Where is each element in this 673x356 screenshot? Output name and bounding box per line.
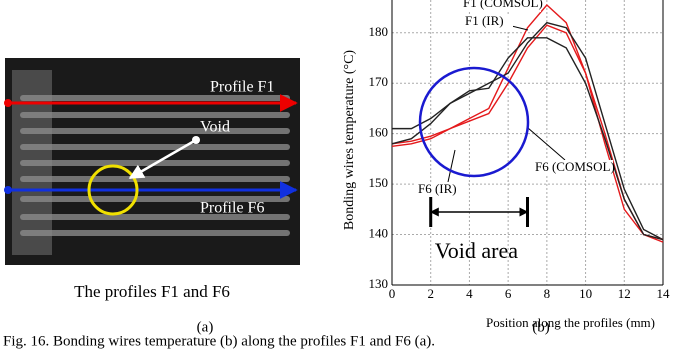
x-tick-label: 14: [657, 286, 671, 301]
x-tick-label: 2: [427, 286, 434, 301]
y-tick-label: 160: [369, 125, 389, 140]
x-tick-label: 6: [505, 286, 512, 301]
x-tick-label: 0: [389, 286, 396, 301]
series-line: [391, 37, 664, 241]
series-label: F1 (COMSOL): [463, 0, 543, 10]
panel-tag: (b): [532, 319, 550, 335]
leader-line: [527, 127, 566, 161]
void-label: Void area: [435, 238, 519, 263]
y-tick-label: 170: [369, 74, 389, 89]
label-bg: [533, 160, 613, 176]
panel-tag: (a): [197, 319, 214, 335]
y-tick-label: 180: [369, 24, 389, 39]
label-bg: [416, 182, 466, 198]
series-label: F6 (IR): [418, 181, 457, 196]
photo-label: Profile F6: [200, 200, 264, 217]
series-line: [392, 21, 664, 241]
label-bg: [463, 14, 513, 30]
y-tick-label: 150: [369, 175, 389, 190]
y-tick-label: 140: [369, 226, 389, 241]
label-bg: [461, 0, 541, 12]
x-tick-label: 8: [544, 286, 551, 301]
y-tick-label: 130: [369, 276, 389, 291]
series-label: F6 (COMSOL): [535, 159, 615, 174]
highlight-circle: [418, 66, 530, 178]
series-line: [391, 4, 664, 243]
photo-label: Void: [200, 119, 230, 136]
photo: Profile F1 Void Profile F6: [4, 58, 300, 265]
series-label: F1 (IR): [465, 13, 504, 28]
figure-caption: Fig. 16. Bonding wires temperature (b) a…: [3, 333, 435, 349]
panel-caption: The profiles F1 and F6: [74, 282, 230, 301]
x-tick-label: 4: [466, 286, 473, 301]
leader-line: [447, 149, 456, 183]
x-axis-label: Position along the profiles (mm): [486, 315, 655, 330]
x-tick-label: 12: [618, 286, 631, 301]
y-axis-label: Bonding wires temperature (°C): [342, 50, 357, 230]
photo-label: Profile F1: [210, 79, 274, 96]
x-tick-label: 10: [579, 286, 592, 301]
